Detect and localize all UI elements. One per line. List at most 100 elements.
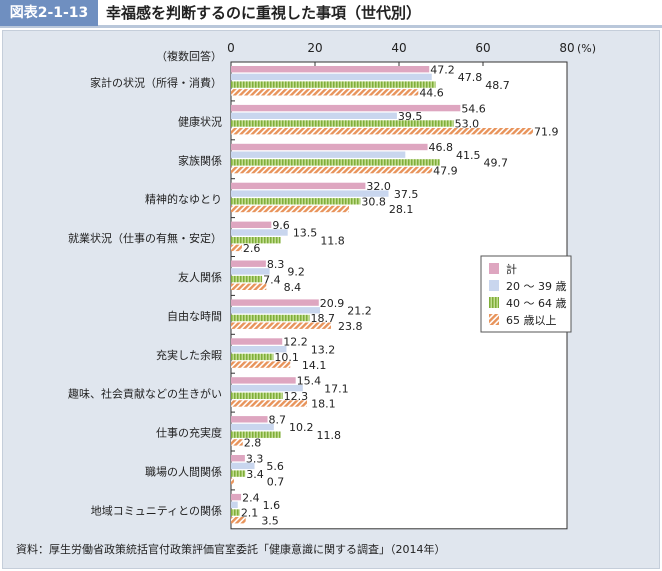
- legend-swatch: [489, 297, 499, 308]
- data-label: 2.1: [241, 507, 259, 520]
- bar: [231, 221, 272, 228]
- data-label: 71.9: [534, 125, 559, 138]
- data-label: 12.3: [284, 390, 309, 403]
- bar: [231, 268, 270, 275]
- data-label: 13.5: [293, 227, 318, 240]
- data-label: 21.2: [347, 305, 372, 318]
- bar: [231, 353, 274, 361]
- bar: [231, 377, 296, 384]
- bar: [231, 517, 246, 524]
- figure-number: 図表2-1-13: [0, 0, 98, 26]
- header: 図表2-1-13 幸福感を判断するのに重視した事項（世代別）: [0, 0, 662, 28]
- category-label: 職場の人間関係: [145, 465, 222, 478]
- category-label: 自由な時間: [167, 309, 222, 323]
- data-label: 46.8: [429, 141, 454, 154]
- data-label: 53.0: [455, 118, 480, 131]
- data-label: 48.7: [485, 79, 510, 92]
- category-label: 趣味、社会貢献などの生きがい: [68, 387, 222, 401]
- legend-swatch: [489, 280, 499, 291]
- x-tick-label: 80: [559, 41, 574, 55]
- x-tick-label: 0: [227, 41, 235, 55]
- x-tick-label: 20: [307, 41, 322, 55]
- bar: [231, 423, 274, 431]
- data-label: 20.9: [320, 297, 345, 310]
- bar: [231, 104, 461, 112]
- data-label: 47.9: [433, 164, 458, 177]
- data-label: 3.5: [261, 514, 279, 527]
- data-label: 0.7: [267, 476, 285, 489]
- bar: [231, 143, 428, 151]
- x-tick-label: 40: [391, 41, 406, 55]
- category-label: 家計の状況（所得・消費）: [90, 75, 222, 89]
- bar: [231, 260, 266, 267]
- data-label: 2.8: [244, 437, 262, 450]
- data-label: 13.2: [311, 343, 336, 356]
- x-tick-label: 60: [475, 41, 490, 55]
- category-label: 仕事の充実度: [156, 426, 222, 440]
- bar: [231, 299, 319, 306]
- data-label: 54.6: [461, 102, 486, 115]
- data-label: 3.4: [246, 468, 264, 481]
- unit-label: (%): [577, 42, 596, 55]
- bar: [231, 73, 432, 81]
- bar: [231, 462, 255, 470]
- bar: [231, 346, 287, 353]
- data-label: 5.6: [266, 460, 284, 473]
- category-label: 健康状況: [178, 114, 222, 128]
- data-label: 3.3: [246, 452, 263, 465]
- note-label: （複数回答）: [156, 49, 222, 63]
- data-label: 41.5: [456, 149, 481, 162]
- legend-label: 65 歳以上: [506, 314, 557, 327]
- bar: [231, 229, 288, 236]
- legend-swatch: [489, 314, 499, 325]
- data-label: 10.1: [274, 351, 299, 364]
- bar: [231, 501, 238, 508]
- chart-title: 幸福感を判断するのに重視した事項（世代別）: [106, 4, 422, 22]
- bar: [231, 455, 245, 462]
- bar: [231, 128, 533, 135]
- bar: [231, 182, 366, 190]
- category-label: 精神的なゆとり: [145, 192, 222, 206]
- bar: [231, 166, 433, 174]
- data-label: 7.4: [263, 273, 281, 286]
- data-label: 12.2: [283, 336, 308, 349]
- data-label: 30.8: [361, 196, 386, 209]
- bar: [231, 439, 243, 446]
- bar: [231, 470, 246, 477]
- data-label: 47.2: [430, 63, 455, 76]
- bar: [231, 493, 242, 501]
- bar: [231, 392, 283, 399]
- legend-label: 20 ～ 39 歳: [506, 280, 566, 293]
- bar: [231, 81, 436, 88]
- legend-label: 40 ～ 64 歳: [506, 297, 566, 310]
- bar: [231, 384, 303, 392]
- data-label: 9.2: [287, 266, 305, 279]
- bar: [231, 338, 283, 345]
- bar: [231, 283, 267, 290]
- data-label: 9.6: [272, 219, 290, 232]
- bar: [231, 478, 234, 485]
- legend-swatch: [489, 263, 499, 274]
- legend-label: 計: [506, 262, 517, 276]
- bar: [231, 190, 389, 197]
- bar: [231, 120, 454, 127]
- data-label: 15.4: [297, 375, 322, 388]
- bar: [231, 322, 331, 329]
- data-label: 49.7: [484, 157, 509, 170]
- bar: [231, 198, 361, 205]
- bar: [231, 400, 308, 407]
- bar: [231, 431, 281, 438]
- bar: [231, 509, 240, 516]
- data-label: 11.8: [320, 234, 345, 247]
- data-label: 32.0: [366, 180, 391, 193]
- bar: [231, 361, 291, 368]
- category-label: 就業状況（仕事の有無・安定）: [68, 231, 222, 245]
- data-label: 8.3: [267, 258, 285, 271]
- data-label: 18.1: [311, 398, 336, 411]
- bar: [231, 205, 350, 213]
- bar: [231, 151, 406, 158]
- data-label: 2.6: [243, 242, 260, 255]
- data-label: 8.7: [269, 414, 287, 427]
- bar: [231, 307, 321, 314]
